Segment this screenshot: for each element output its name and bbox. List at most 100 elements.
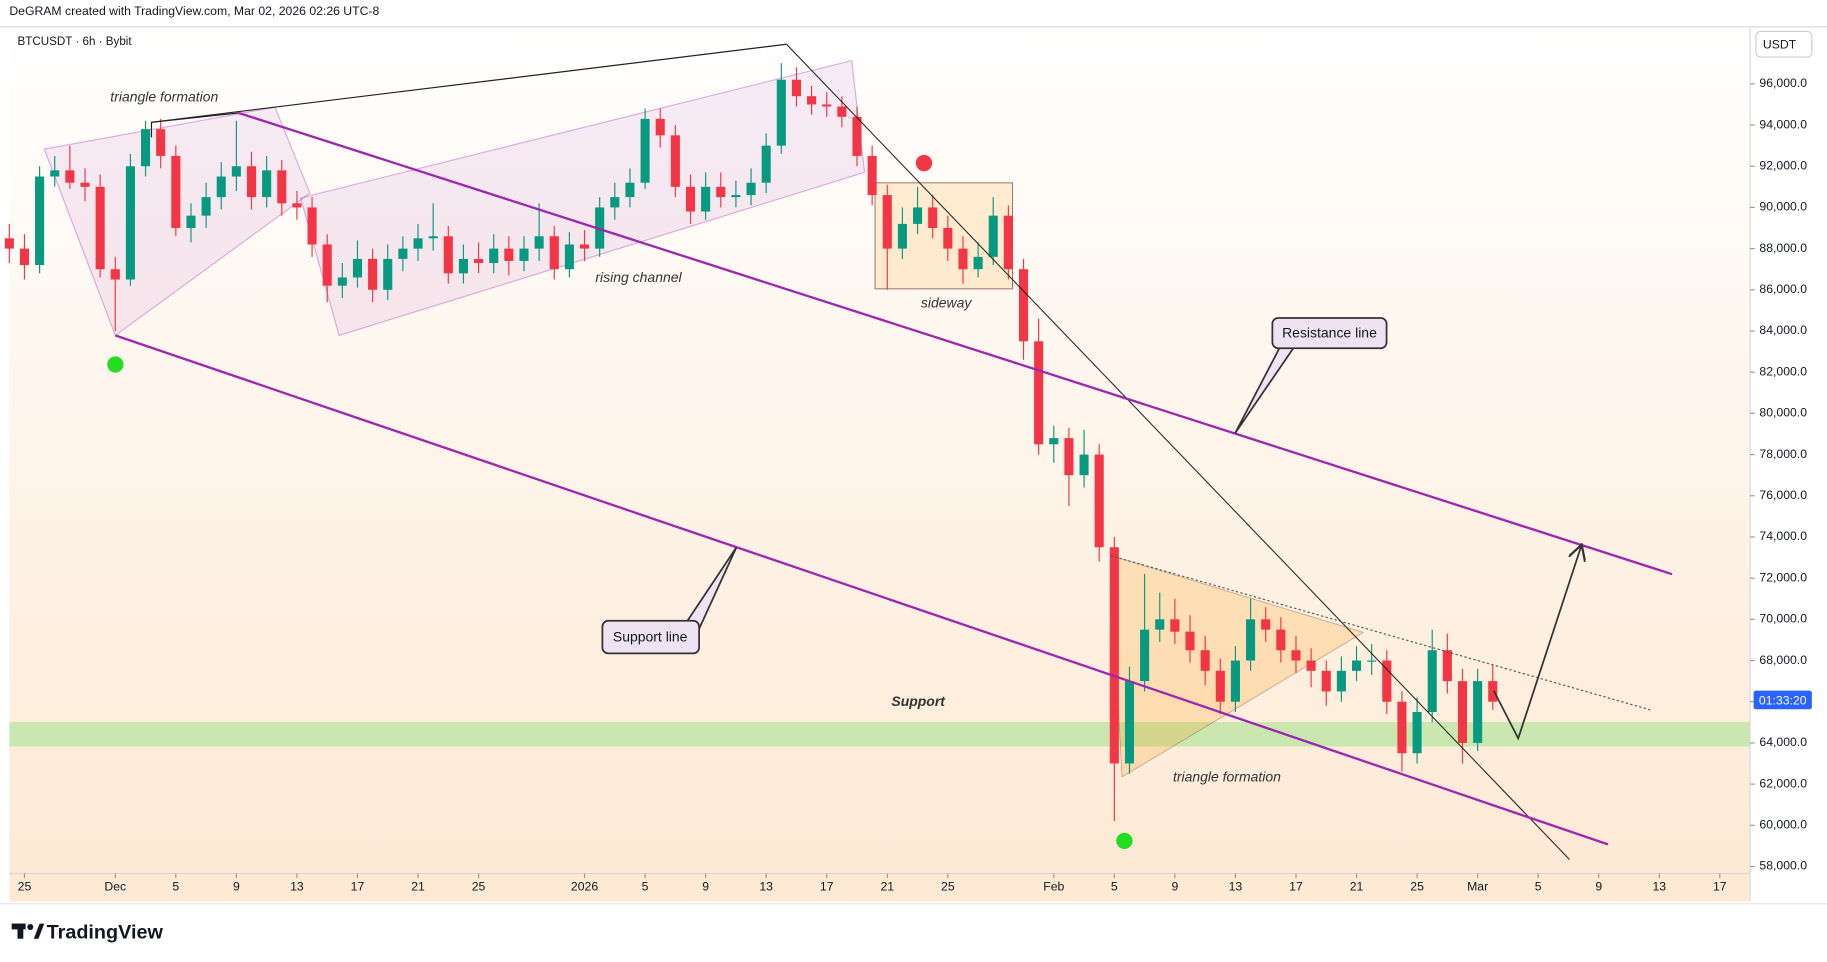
candle-body xyxy=(141,129,151,167)
callout-text: Resistance line xyxy=(1282,325,1377,341)
price-axis-area xyxy=(1750,27,1818,902)
candle-body xyxy=(579,244,590,249)
x-tick-label: 9 xyxy=(1595,880,1602,894)
candle-body xyxy=(186,215,196,229)
y-tick-label: 72,000.0 xyxy=(1759,570,1807,584)
x-tick-label: 17 xyxy=(1713,880,1727,894)
candle-body xyxy=(519,248,529,261)
candle-body xyxy=(1291,650,1301,661)
x-tick-label: 13 xyxy=(1229,880,1243,894)
x-tick-label: 13 xyxy=(759,880,773,894)
candle-body xyxy=(277,170,287,204)
top-line xyxy=(151,43,787,123)
candle-body xyxy=(443,236,453,274)
x-tick-label: 17 xyxy=(351,880,365,894)
x-tick-label: 13 xyxy=(1652,880,1666,894)
channel-box xyxy=(299,59,866,337)
candle-body xyxy=(35,176,45,266)
callout-box xyxy=(601,619,700,655)
candle-body xyxy=(201,197,211,216)
x-tick-label: 5 xyxy=(172,880,179,894)
candle-body xyxy=(504,248,514,261)
x-tick-label: 9 xyxy=(233,880,240,894)
candle-body xyxy=(1109,547,1119,764)
support-line xyxy=(114,334,1609,846)
x-tick-label: 13 xyxy=(290,880,304,894)
symbol-label: BTCUSDT · 6h · Bybit xyxy=(17,35,132,48)
candle-body xyxy=(1094,454,1104,548)
x-tick-label: 21 xyxy=(1350,880,1364,894)
candle-body xyxy=(65,170,75,183)
annotation: triangle formation xyxy=(110,88,218,104)
candles xyxy=(4,63,1498,822)
candle-body xyxy=(1155,619,1165,630)
currency-button[interactable] xyxy=(1755,30,1813,58)
y-tick-label: 92,000.0 xyxy=(1759,158,1807,172)
callout-box xyxy=(1271,317,1388,350)
candle-body xyxy=(564,244,574,270)
candle-body xyxy=(1185,631,1195,651)
annotation: triangle formation xyxy=(1173,768,1281,784)
candle-body xyxy=(852,116,862,156)
candle-body xyxy=(307,207,317,245)
candle-body xyxy=(1306,660,1316,671)
candle-body xyxy=(1442,650,1452,682)
candle-body xyxy=(1049,438,1059,445)
candle-body xyxy=(1079,454,1089,476)
y-tick-label: 86,000.0 xyxy=(1759,282,1807,296)
annotation: rising channel xyxy=(595,269,682,285)
callout-pointer xyxy=(1234,347,1295,434)
candle-body xyxy=(822,104,832,107)
x-tick-label: Mar xyxy=(1467,880,1488,894)
x-tick-label: 5 xyxy=(642,880,649,894)
candle-body xyxy=(352,258,363,278)
candle-body xyxy=(95,186,105,270)
x-tick-label: 5 xyxy=(1111,880,1118,894)
candle-body xyxy=(1261,619,1271,630)
candle-body xyxy=(50,170,60,177)
candle-body xyxy=(534,236,544,249)
candle-body xyxy=(625,182,635,198)
candle-body xyxy=(292,203,302,208)
candle-body xyxy=(4,238,14,249)
candle-body xyxy=(1321,670,1331,692)
candle-body xyxy=(988,215,998,257)
y-tick-label: 70,000.0 xyxy=(1759,612,1807,626)
candle-body xyxy=(171,155,181,229)
candle-body xyxy=(701,186,711,212)
x-tick-label: 25 xyxy=(18,880,32,894)
candle-body xyxy=(398,248,408,259)
candle-body xyxy=(383,258,393,290)
candle-body xyxy=(958,248,968,270)
x-tick-label: 25 xyxy=(1410,880,1424,894)
candle-body xyxy=(1473,681,1483,743)
candle-body xyxy=(913,207,923,224)
candle-body xyxy=(943,228,953,249)
candle-body xyxy=(731,195,741,198)
candle-body xyxy=(776,79,786,146)
candle-body xyxy=(428,236,438,239)
x-tick-label: 9 xyxy=(1171,880,1178,894)
candle-body xyxy=(458,258,468,274)
x-tick-label: 5 xyxy=(1535,880,1542,894)
candle-body xyxy=(1351,660,1362,671)
y-tick-label: 60,000.0 xyxy=(1759,818,1807,832)
y-tick-label: 94,000.0 xyxy=(1759,117,1807,131)
dotted-line xyxy=(1110,554,1653,711)
candle-body xyxy=(928,207,938,229)
candle-body xyxy=(1034,341,1044,445)
x-tick-label: 21 xyxy=(411,880,425,894)
candle-body xyxy=(1427,650,1437,713)
candle-body xyxy=(337,277,347,286)
candle-body xyxy=(1170,619,1180,632)
logo-icon xyxy=(11,923,45,939)
annotation: sideway xyxy=(921,294,972,310)
y-tick-label: 80,000.0 xyxy=(1759,406,1807,420)
candle-body xyxy=(1457,681,1468,743)
candle-body xyxy=(156,129,166,156)
y-tick-label: 88,000.0 xyxy=(1759,241,1807,255)
y-tick-label: 68,000.0 xyxy=(1759,653,1807,667)
candle-body xyxy=(716,186,726,198)
resistance-line xyxy=(238,111,1673,576)
